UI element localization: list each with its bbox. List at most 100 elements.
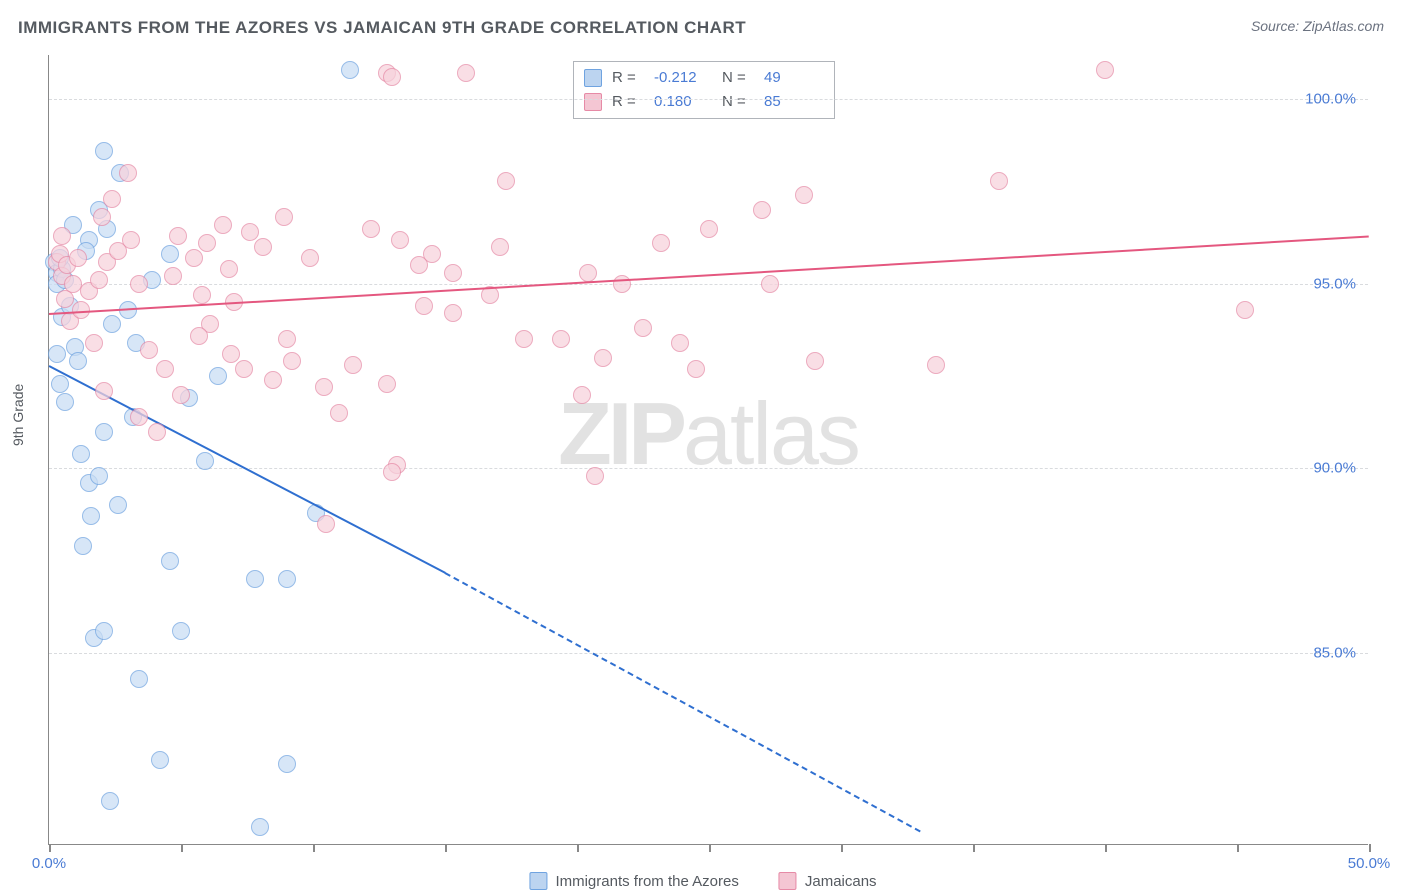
data-point (220, 260, 238, 278)
x-tick (49, 844, 51, 852)
data-point (101, 792, 119, 810)
data-point (164, 267, 182, 285)
data-point (185, 249, 203, 267)
x-tick (577, 844, 579, 852)
y-tick-label: 95.0% (1313, 275, 1356, 292)
x-tick (973, 844, 975, 852)
trend-line-extrapolated (445, 572, 921, 832)
data-point (586, 467, 604, 485)
data-point (151, 751, 169, 769)
data-point (69, 352, 87, 370)
legend-n-label: N = (722, 66, 754, 90)
data-point (444, 304, 462, 322)
x-tick (181, 844, 183, 852)
data-point (1096, 61, 1114, 79)
data-point (241, 223, 259, 241)
data-point (573, 386, 591, 404)
x-tick-label: 0.0% (32, 855, 66, 872)
data-point (264, 371, 282, 389)
source-attribution: Source: ZipAtlas.com (1251, 18, 1384, 34)
legend-r-label: R = (612, 90, 644, 114)
data-point (423, 245, 441, 263)
legend-swatch (779, 872, 797, 890)
data-point (927, 356, 945, 374)
data-point (687, 360, 705, 378)
x-tick (1105, 844, 1107, 852)
data-point (93, 208, 111, 226)
data-point (156, 360, 174, 378)
data-point (209, 367, 227, 385)
data-point (103, 315, 121, 333)
data-point (278, 570, 296, 588)
y-tick-label: 100.0% (1305, 91, 1356, 108)
data-point (196, 452, 214, 470)
data-point (415, 297, 433, 315)
data-point (515, 330, 533, 348)
data-point (671, 334, 689, 352)
data-point (130, 408, 148, 426)
data-point (85, 334, 103, 352)
legend-swatch (529, 872, 547, 890)
x-tick (445, 844, 447, 852)
data-point (193, 286, 211, 304)
data-point (172, 622, 190, 640)
data-point (491, 238, 509, 256)
trend-line (49, 236, 1369, 316)
data-point (362, 220, 380, 238)
data-point (652, 234, 670, 252)
data-point (275, 208, 293, 226)
data-point (391, 231, 409, 249)
data-point (119, 164, 137, 182)
data-point (806, 352, 824, 370)
data-point (190, 327, 208, 345)
data-point (122, 231, 140, 249)
data-point (95, 622, 113, 640)
data-point (761, 275, 779, 293)
data-point (198, 234, 216, 252)
legend-r-label: R = (612, 66, 644, 90)
plot-area: ZIPatlas R =-0.212N =49R = 0.180N =85 85… (48, 55, 1368, 845)
data-point (109, 496, 127, 514)
data-point (634, 319, 652, 337)
legend-swatch (584, 93, 602, 111)
data-point (383, 463, 401, 481)
data-point (383, 68, 401, 86)
y-axis-title: 9th Grade (10, 384, 26, 446)
data-point (95, 382, 113, 400)
data-point (341, 61, 359, 79)
data-point (330, 404, 348, 422)
x-tick (313, 844, 315, 852)
data-point (51, 375, 69, 393)
data-point (753, 201, 771, 219)
data-point (700, 220, 718, 238)
gridline (49, 284, 1368, 285)
legend-n-value: 49 (764, 66, 822, 90)
data-point (795, 186, 813, 204)
legend-r-value: -0.212 (654, 66, 712, 90)
data-point (283, 352, 301, 370)
x-tick (1237, 844, 1239, 852)
series-legend-label: Jamaicans (805, 873, 877, 890)
data-point (246, 570, 264, 588)
gridline (49, 99, 1368, 100)
data-point (72, 445, 90, 463)
data-point (53, 227, 71, 245)
data-point (130, 670, 148, 688)
data-point (140, 341, 158, 359)
data-point (48, 345, 66, 363)
data-point (169, 227, 187, 245)
data-point (251, 818, 269, 836)
data-point (594, 349, 612, 367)
data-point (497, 172, 515, 190)
y-tick-label: 85.0% (1313, 645, 1356, 662)
data-point (148, 423, 166, 441)
data-point (90, 271, 108, 289)
data-point (301, 249, 319, 267)
data-point (161, 245, 179, 263)
legend-n-label: N = (722, 90, 754, 114)
data-point (74, 537, 92, 555)
x-tick (1369, 844, 1371, 852)
data-point (90, 467, 108, 485)
chart-container: IMMIGRANTS FROM THE AZORES VS JAMAICAN 9… (0, 0, 1406, 892)
legend-n-value: 85 (764, 90, 822, 114)
